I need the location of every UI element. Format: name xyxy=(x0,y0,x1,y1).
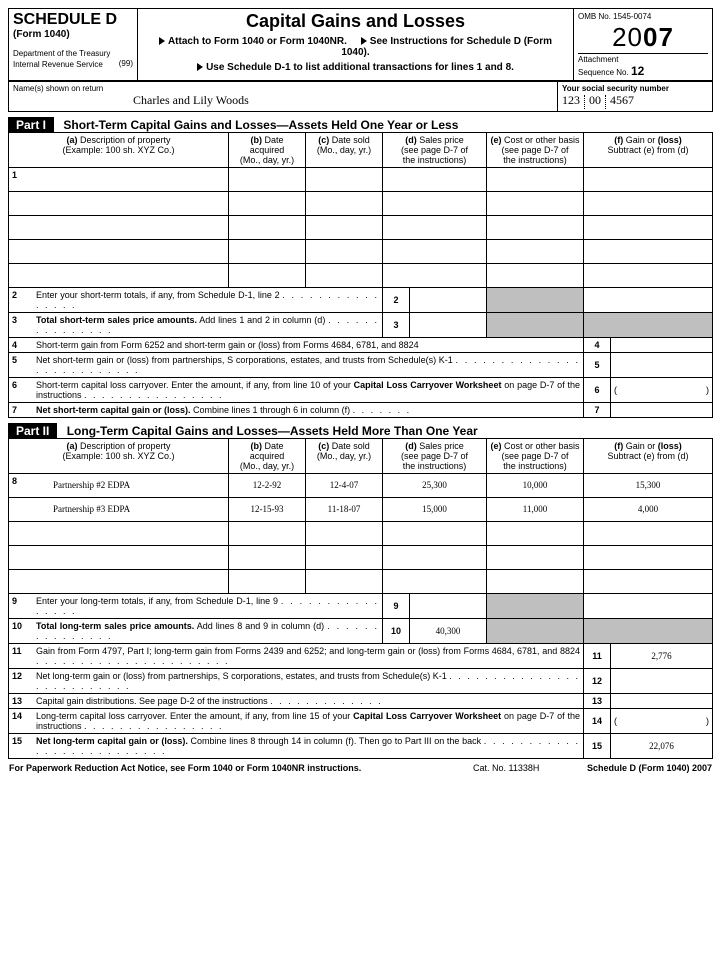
row8-2-f: 4,000 xyxy=(584,497,713,521)
taxpayer-name: Charles and Lily Woods xyxy=(13,93,249,107)
code-99: (99) xyxy=(119,59,133,68)
triangle-icon xyxy=(159,37,165,45)
col-a: (a) Description of property(Example: 100… xyxy=(9,132,229,167)
seq-number: 12 xyxy=(631,64,644,78)
part2-table: (a) Description of property(Example: 100… xyxy=(8,438,713,759)
footer-left: For Paperwork Reduction Act Notice, see … xyxy=(9,763,361,773)
attach-text-2: See Instructions for Schedule D (Form 10… xyxy=(341,36,552,58)
row8-2-b: 12-15-93 xyxy=(229,497,306,521)
row8-1-f: 15,300 xyxy=(584,473,713,497)
col-f2: (f) Gain or (loss)Subtract (e) from (d) xyxy=(584,438,713,473)
form-header: SCHEDULE D (Form 1040) Department of the… xyxy=(8,8,713,82)
seqno-label: Sequence No. xyxy=(578,68,629,77)
row8-2-d: 15,000 xyxy=(383,497,487,521)
line15-value: 22,076 xyxy=(611,733,713,758)
ssn-2: 00 xyxy=(589,93,601,108)
line11-text: Gain from Form 4797, Part I; long-term g… xyxy=(36,646,580,656)
col-b2: (b) Dateacquired(Mo., day, yr.) xyxy=(229,438,306,473)
year-prefix: 20 xyxy=(612,22,643,52)
attachment-label: Attachment xyxy=(578,55,618,64)
part2-bar: Part II Long-Term Capital Gains and Loss… xyxy=(8,424,721,438)
attach-text-1: Attach to Form 1040 or Form 1040NR. xyxy=(168,36,347,47)
col-d: (d) Sales price(see page D-7 ofthe instr… xyxy=(383,132,487,167)
col-a2: (a) Description of property(Example: 100… xyxy=(9,438,229,473)
line11-value: 2,776 xyxy=(611,643,713,668)
form-label: (Form 1040) xyxy=(13,29,70,40)
year-suffix: 07 xyxy=(643,22,674,52)
col-b: (b) Dateacquired(Mo., day, yr.) xyxy=(229,132,306,167)
footer-right: Schedule D (Form 1040) 2007 xyxy=(587,763,712,773)
line2-text: Enter your short-term totals, if any, fr… xyxy=(36,290,280,300)
line9-text: Enter your long-term totals, if any, fro… xyxy=(36,596,278,606)
ssn-3: 4567 xyxy=(610,93,634,108)
line12-text: Net long-term gain or (loss) from partne… xyxy=(36,671,447,681)
part1-table: (a) Description of property(Example: 100… xyxy=(8,132,713,418)
row8-2-c: 11-18-07 xyxy=(306,497,383,521)
attach-text-3: Use Schedule D-1 to list additional tran… xyxy=(206,62,514,73)
name-label: Name(s) shown on return xyxy=(13,84,103,93)
row8-2-desc: Partnership #3 EDPA xyxy=(33,497,229,521)
ssn-1: 123 xyxy=(562,93,580,108)
part1-title: Short-Term Capital Gains and Losses—Asse… xyxy=(63,118,458,132)
row8-1-c: 12-4-07 xyxy=(306,473,383,497)
col-f: (f) Gain or (loss)Subtract (e) from (d) xyxy=(584,132,713,167)
dept-label: Department of the Treasury xyxy=(13,49,110,58)
part1-bar: Part I Short-Term Capital Gains and Loss… xyxy=(8,118,721,132)
line13-text: Capital gain distributions. See page D-2… xyxy=(36,696,268,706)
line10-value: 40,300 xyxy=(410,618,487,643)
footer: For Paperwork Reduction Act Notice, see … xyxy=(8,761,713,774)
row8-1-e: 10,000 xyxy=(487,473,584,497)
col-c: (c) Date sold(Mo., day, yr.) xyxy=(306,132,383,167)
part2-title: Long-Term Capital Gains and Losses—Asset… xyxy=(67,424,478,438)
schedule-label: SCHEDULE D xyxy=(13,11,133,29)
row8-1-desc: Partnership #2 EDPA xyxy=(33,473,229,497)
form-title: Capital Gains and Losses xyxy=(144,11,567,32)
irs-label: Internal Revenue Service xyxy=(13,60,103,69)
ssn-label: Your social security number xyxy=(562,84,669,93)
line5-text: Net short-term gain or (loss) from partn… xyxy=(36,355,453,365)
col-e: (e) Cost or other basis(see page D-7 oft… xyxy=(487,132,584,167)
row8-2-e: 11,000 xyxy=(487,497,584,521)
col-d2: (d) Sales price(see page D-7 ofthe instr… xyxy=(383,438,487,473)
triangle-icon xyxy=(197,63,203,71)
omb-label: OMB No. 1545-0074 xyxy=(578,12,651,21)
row8-1-d: 25,300 xyxy=(383,473,487,497)
row8-1-b: 12-2-92 xyxy=(229,473,306,497)
col-c2: (c) Date sold(Mo., day, yr.) xyxy=(306,438,383,473)
part1-label: Part I xyxy=(8,117,54,133)
name-ssn-row: Name(s) shown on return Charles and Lily… xyxy=(8,82,713,112)
part2-label: Part II xyxy=(8,423,57,439)
triangle-icon xyxy=(361,37,367,45)
footer-mid: Cat. No. 11338H xyxy=(462,761,550,774)
line4-text: Short-term gain from Form 6252 and short… xyxy=(33,337,584,352)
col-e2: (e) Cost or other basis(see page D-7 oft… xyxy=(487,438,584,473)
